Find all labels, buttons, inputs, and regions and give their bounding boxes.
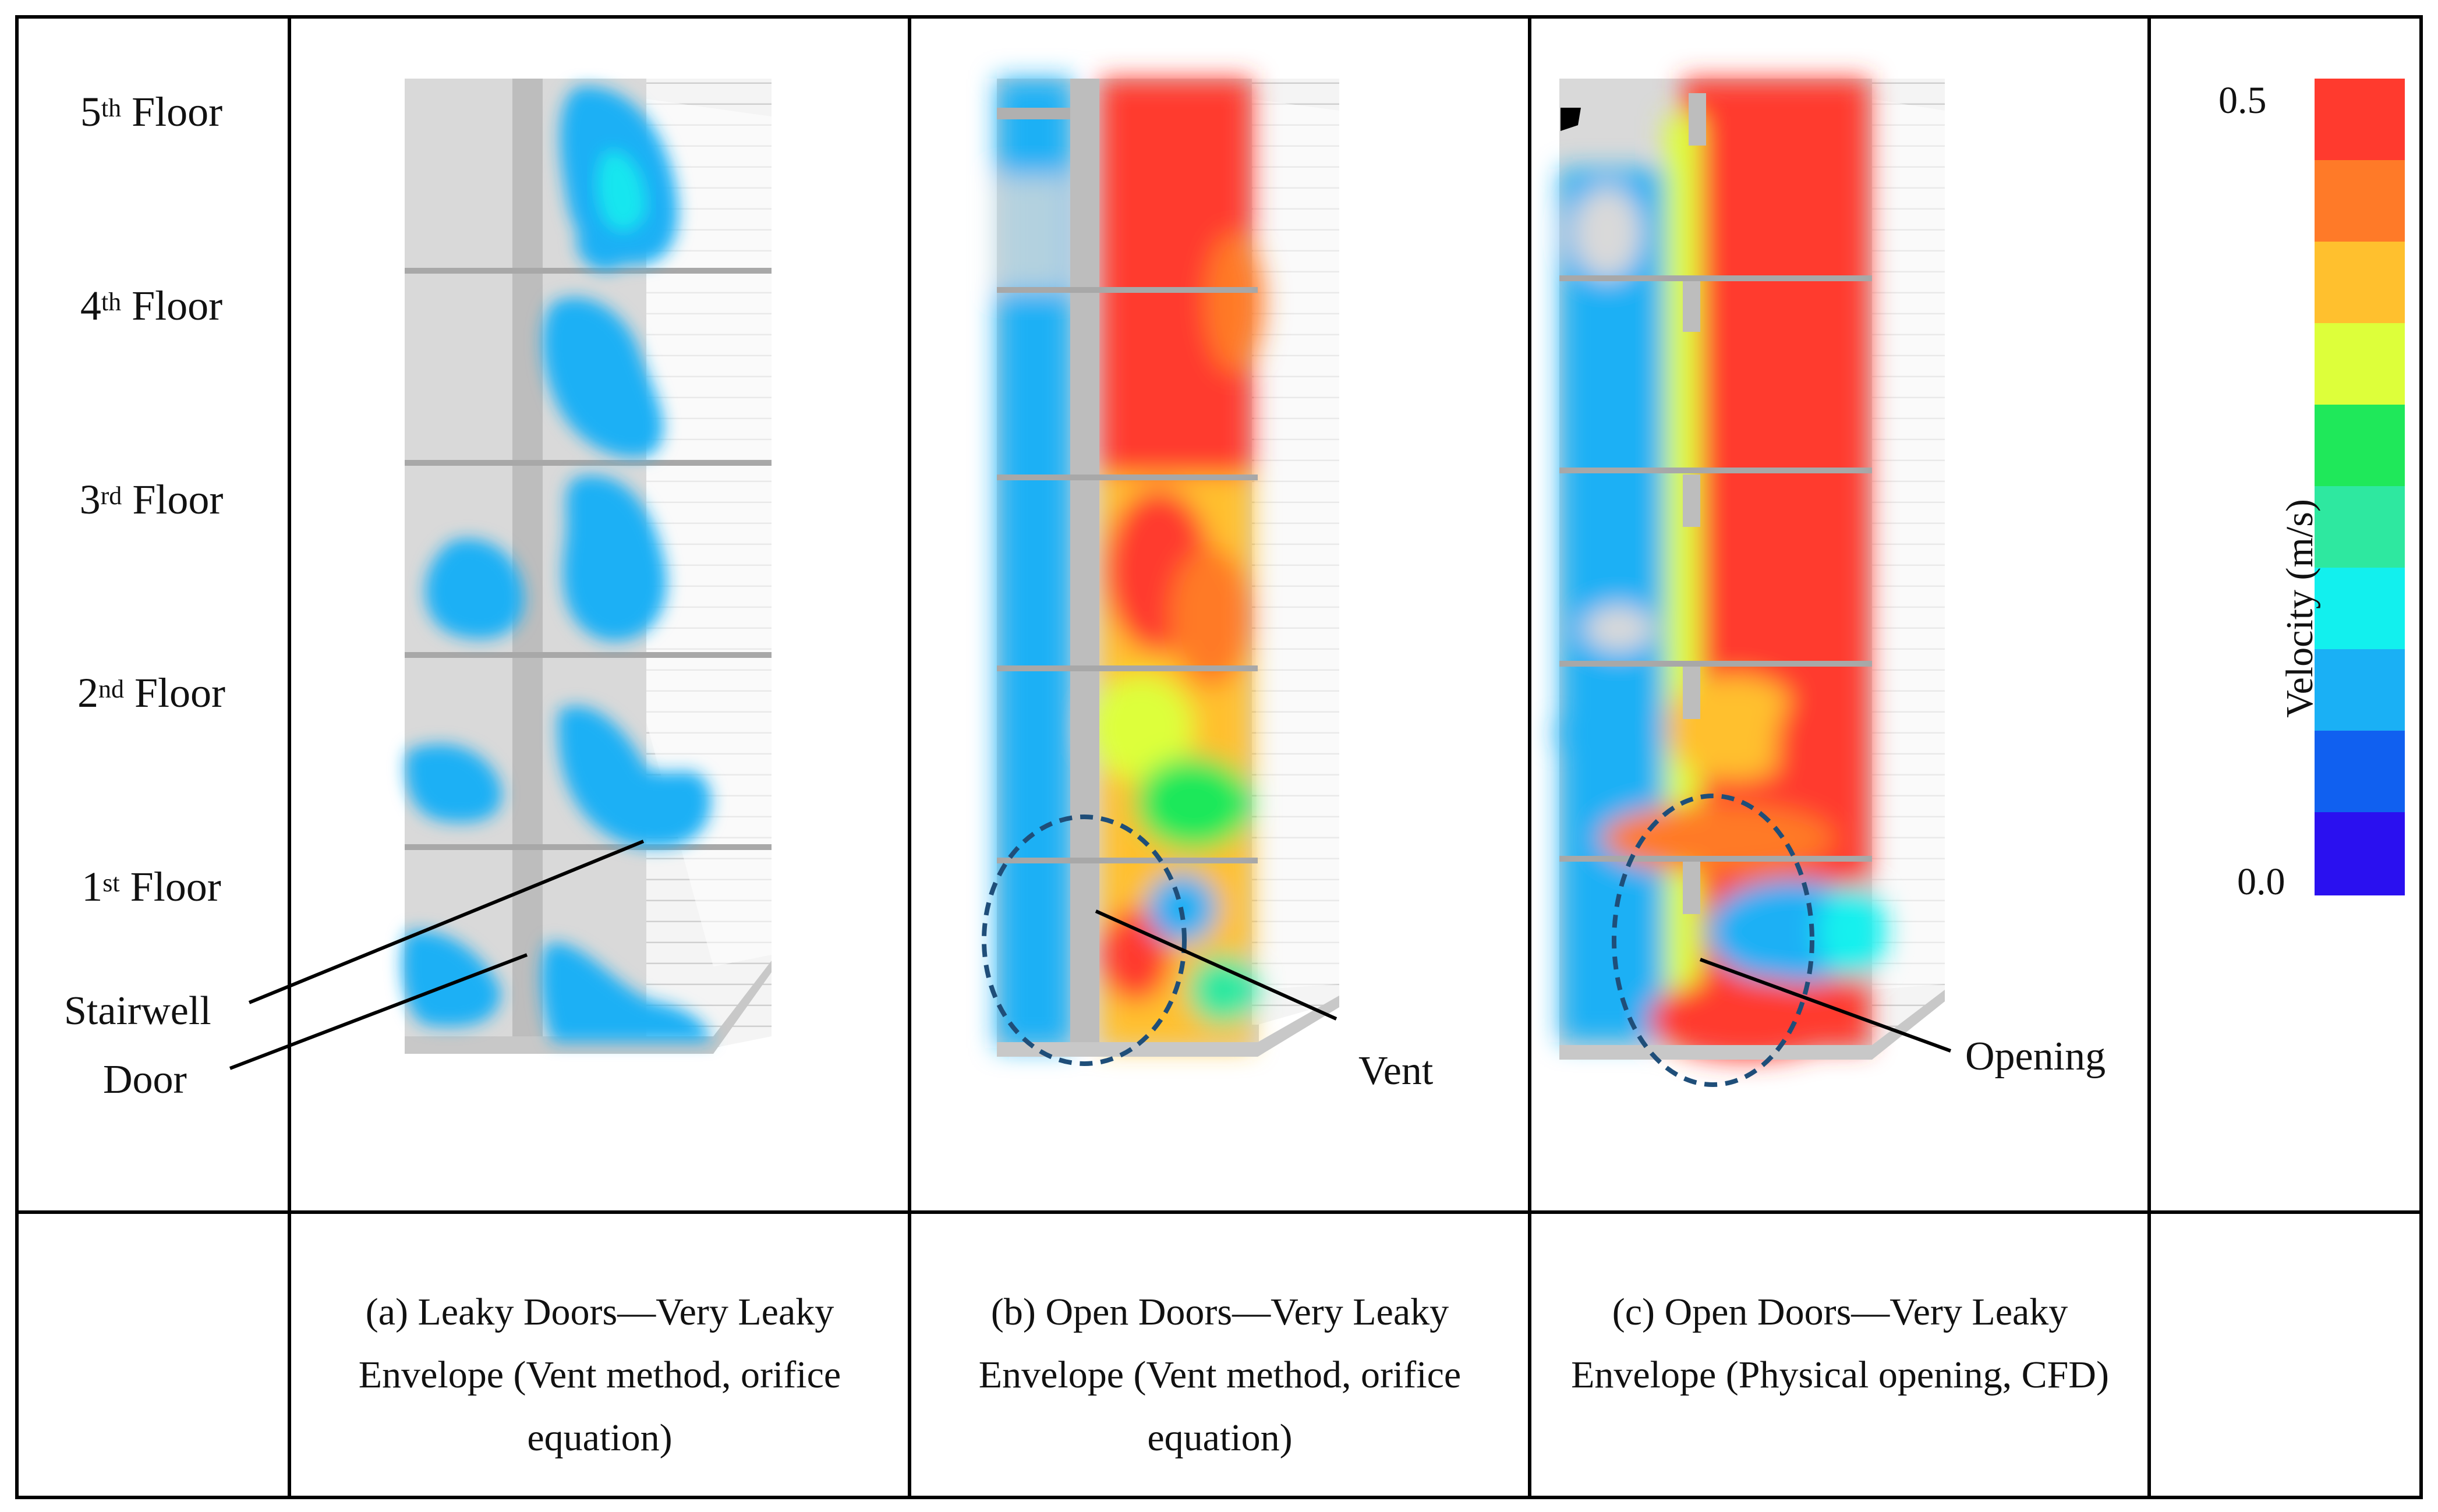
opening-leader [1699,958,1952,1053]
render-panel-c [1555,79,1945,1060]
caption-a: (a) Leaky Doors—Very Leaky Envelope (Ven… [358,1291,841,1459]
render-panel-b [997,79,1339,1057]
stairwell-leader [248,840,645,1004]
wall-post [1683,475,1700,527]
velocity-colorbar [2315,79,2405,895]
wall-post [1683,667,1700,719]
colorbar-swatch [2315,242,2405,325]
column-divider [1528,15,1531,1499]
vent-leader [1095,909,1337,1021]
colorbar-swatch [2315,731,2405,814]
stair-column [512,79,543,1048]
column-divider [288,15,291,1499]
stair-triangle [1252,99,1339,990]
colorbar-swatch [2315,405,2405,488]
table-frame [15,15,2423,1499]
floor-label-4: 4th Floor [80,282,223,329]
caption-b: (b) Open Doors—Very Leaky Envelope (Vent… [978,1291,1462,1459]
legend-min-label: 0.0 [2237,861,2285,903]
wall-strip [997,108,1070,119]
wall-post [1683,862,1700,914]
row-divider [15,1210,2423,1214]
wall-post [1683,279,1700,332]
colorbar-swatch [2315,79,2405,162]
opening-label: Opening [1965,1034,2106,1079]
colorbar-swatch [2315,160,2405,243]
floor-label-3: 3rd Floor [79,476,224,523]
colorbar-swatch [2315,649,2405,732]
door-leader [229,953,528,1070]
vent-label: Vent [1358,1049,1434,1093]
floor-label-5: 5th Floor [80,88,223,135]
stairwell-label: Stairwell [64,989,211,1033]
legend-title: Velocity (m/s) [2278,499,2321,718]
vent-column [1070,79,1099,1048]
floor-label-1: 1st Floor [82,863,221,910]
column-divider [908,15,911,1499]
stair-triangle [1872,99,1945,990]
vent-highlight-ellipse [982,815,1187,1066]
colorbar-swatch [2315,568,2405,651]
column-divider [2147,15,2151,1499]
legend-max-label: 0.5 [2218,79,2267,122]
colorbar-swatch [2315,812,2405,895]
wall-post [1689,93,1706,146]
colorbar-swatch [2315,486,2405,569]
floor-slab [997,996,1339,1057]
floor-label-2: 2nd Floor [77,670,226,716]
floor-slab [405,961,772,1054]
dark-corner [1561,108,1581,131]
stair-triangle [646,99,772,966]
opening-highlight-ellipse [1612,794,1814,1087]
floor-slab [1559,990,1945,1060]
colorbar-swatch [2315,323,2405,406]
door-label: Door [103,1057,187,1102]
caption-c: (c) Open Doors—Very Leaky Envelope (Phys… [1571,1291,2109,1396]
render-panel-a [402,79,772,1054]
